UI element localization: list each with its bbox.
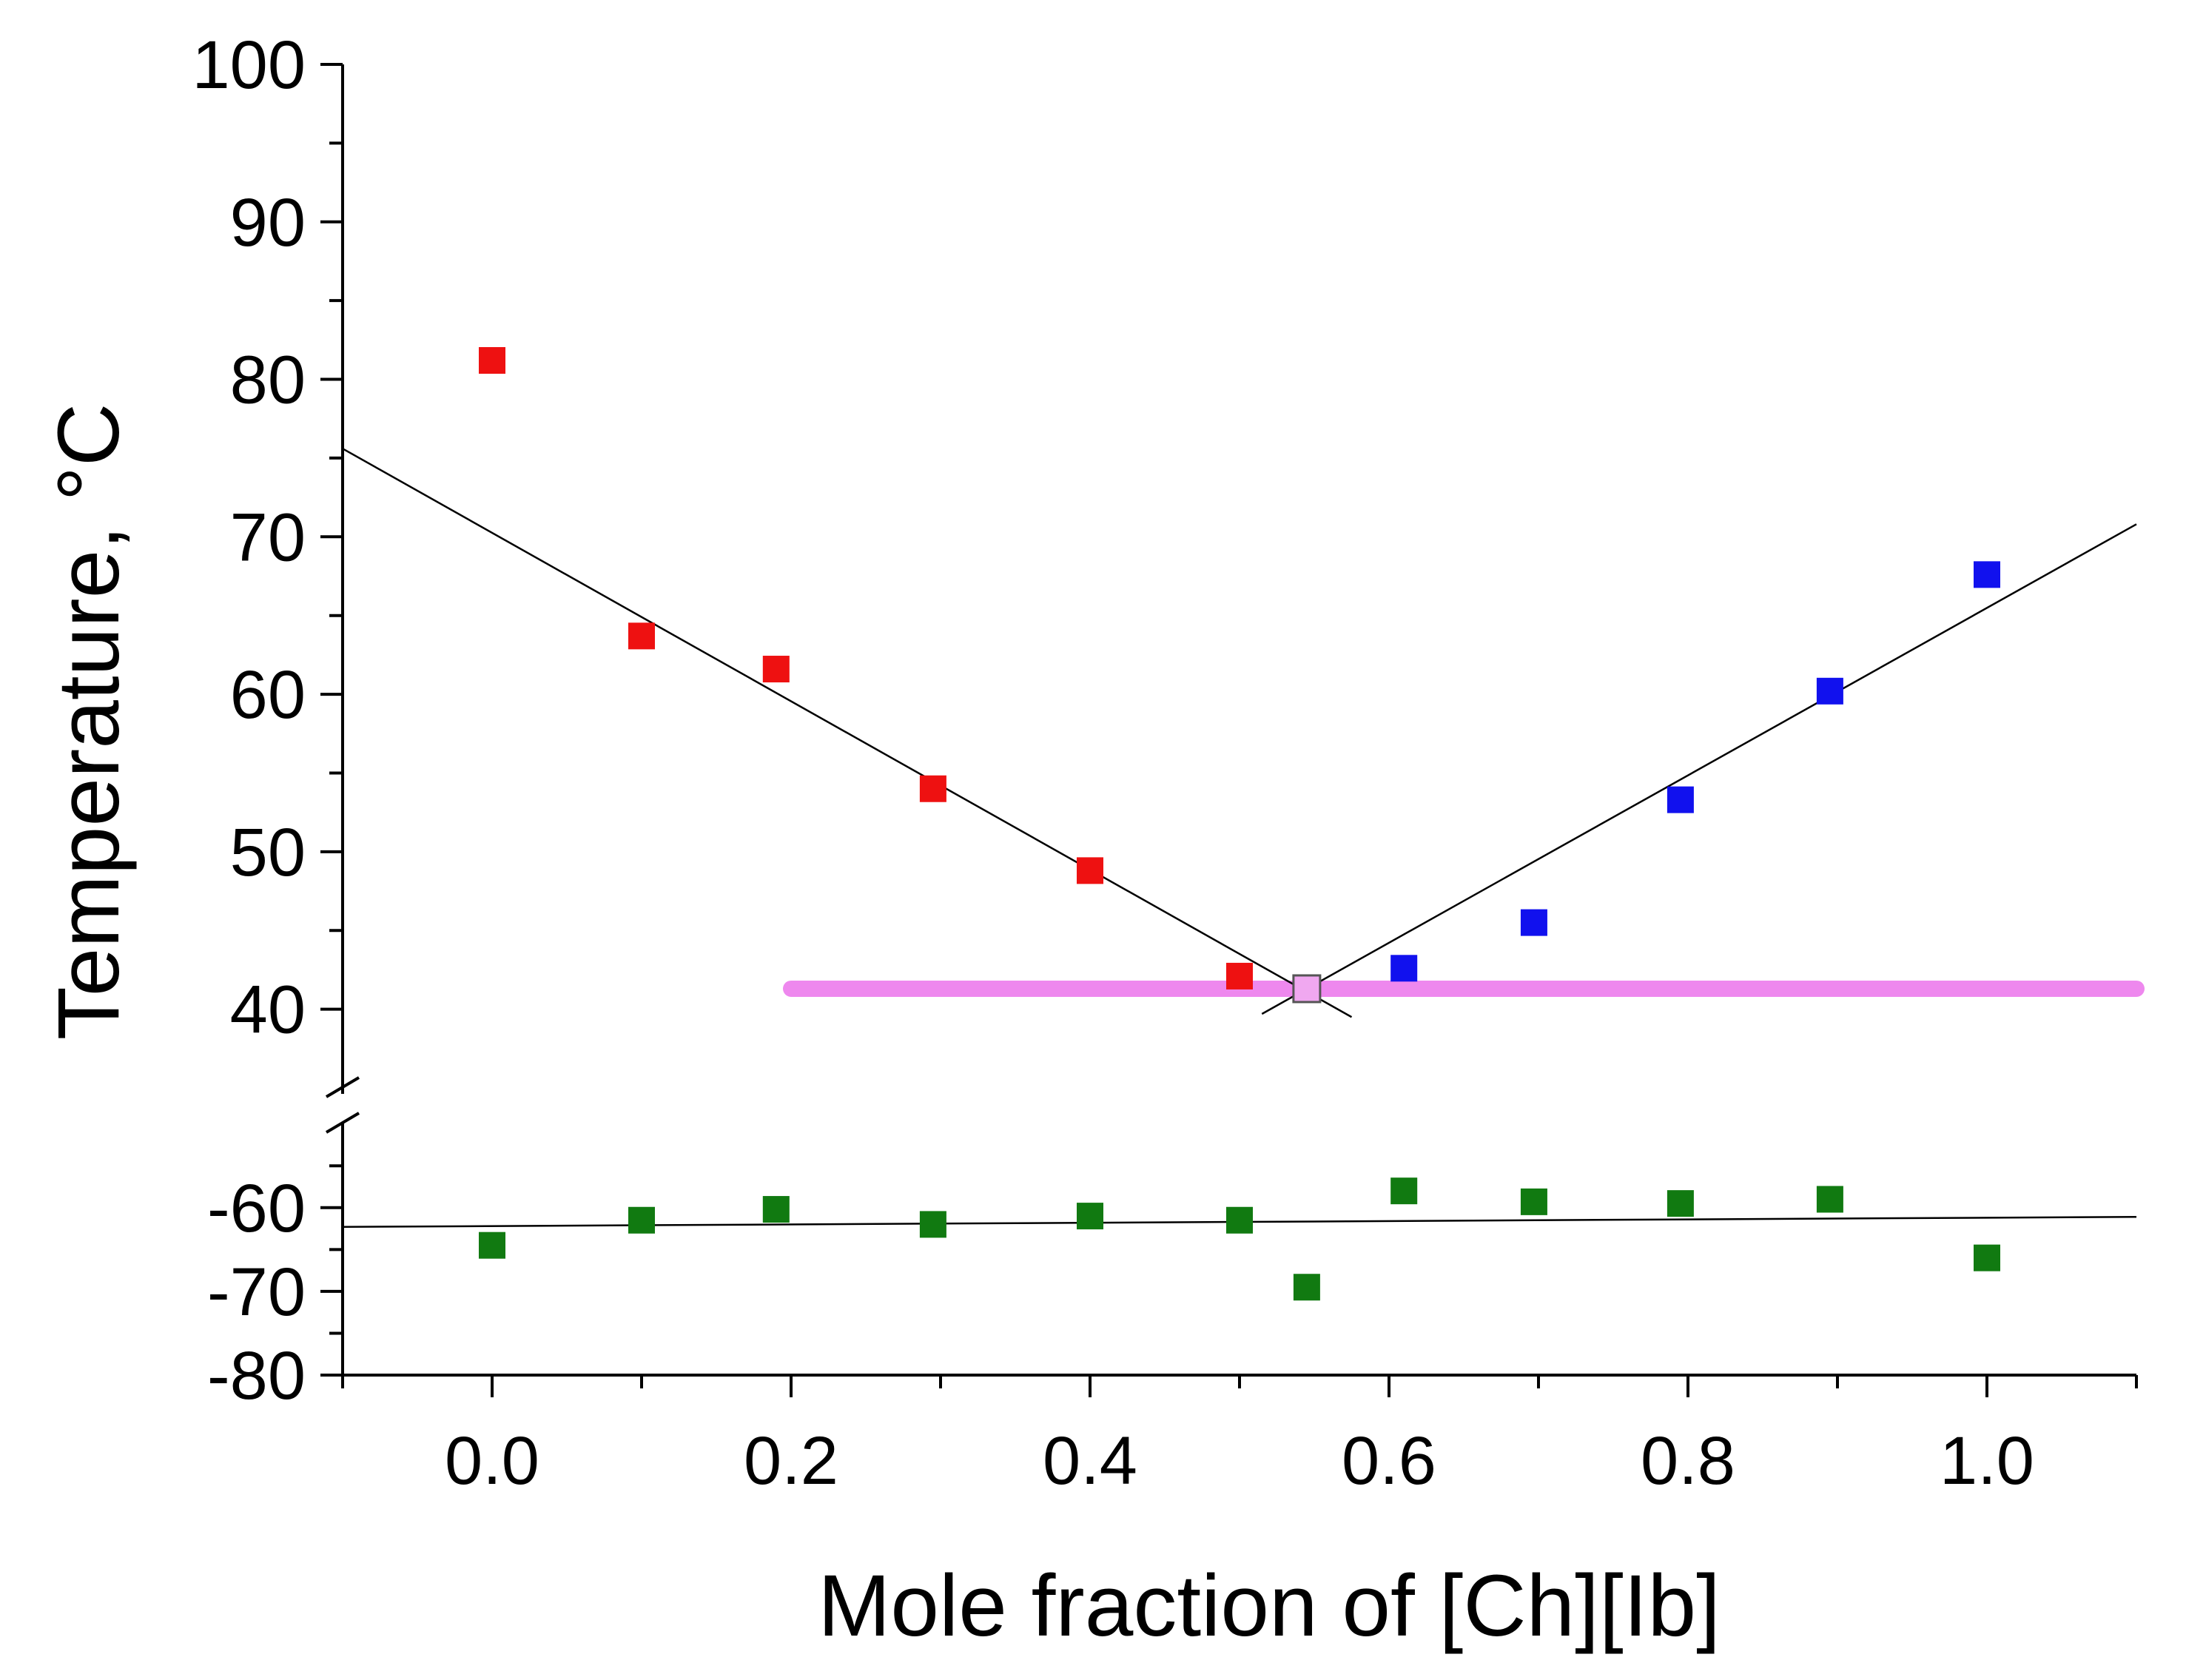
- x-tick-label: 0.6: [1342, 1423, 1436, 1499]
- glass-transition-marker: [919, 1211, 946, 1238]
- liquidus-left-marker: [1226, 962, 1253, 989]
- x-tick-label: 0.2: [744, 1423, 838, 1499]
- y-tick-label: 50: [230, 815, 306, 890]
- liquidus-right-marker: [1816, 677, 1843, 705]
- fit-left-line: [342, 448, 1353, 1018]
- glass-transition-marker: [762, 1196, 790, 1223]
- y-tick-label: -70: [207, 1254, 306, 1330]
- liquidus-right-marker: [1520, 909, 1547, 936]
- glass-transition-marker: [628, 1206, 655, 1234]
- axes: [325, 64, 2136, 1377]
- y-tick-label: 100: [192, 27, 306, 103]
- liquidus-left-marker: [1077, 857, 1103, 884]
- y-tick-label: 70: [230, 500, 306, 575]
- y-tick-label: -80: [207, 1338, 306, 1414]
- y-tick-label: 80: [230, 343, 306, 418]
- axis-break-mark: [325, 1112, 360, 1134]
- liquidus-right-marker: [1667, 786, 1694, 813]
- liquidus-right-marker: [1390, 955, 1418, 982]
- glass-transition-marker: [1390, 1177, 1418, 1205]
- glass-transition-marker: [1226, 1206, 1253, 1234]
- y-tick-label: -60: [207, 1171, 306, 1246]
- liquidus-left-marker: [762, 656, 790, 683]
- data-markers: [479, 347, 2000, 1301]
- eutectic-point-marker: [1292, 974, 1322, 1004]
- liquidus-left-marker: [919, 775, 946, 802]
- glass-transition-marker: [1974, 1244, 2000, 1271]
- y-tick-label: 90: [230, 185, 306, 261]
- y-tick-label: 60: [230, 657, 306, 733]
- x-axis-title: Mole fraction of [Ch][Ib]: [818, 1557, 1721, 1655]
- x-tick-label: 0.4: [1043, 1423, 1137, 1499]
- x-tick-label: 1.0: [1940, 1423, 2034, 1499]
- liquidus-right-marker: [1974, 561, 2000, 588]
- fit-right-line: [1261, 523, 2137, 1015]
- glass-transition-marker: [1667, 1190, 1694, 1217]
- reference-lines: [342, 448, 2145, 1229]
- glass-transition-marker: [479, 1232, 505, 1259]
- ticks: [320, 63, 2138, 1397]
- y-axis-title: Temperature, °C: [40, 403, 138, 1040]
- tick-labels: 40 50 60 70 80 90 100 -60 -70 -80 0.0 0.2 0.4 0.6 0.8 1…: [192, 27, 2034, 1499]
- axis-break-mark: [325, 1076, 360, 1098]
- x-tick-label: 0.8: [1641, 1423, 1735, 1499]
- glass-transition-marker: [1077, 1203, 1103, 1230]
- liquidus-left-marker: [479, 347, 505, 374]
- x-tick-label: 0.0: [445, 1423, 539, 1499]
- y-tick-label: 40: [230, 972, 306, 1048]
- glass-transition-marker: [1520, 1188, 1547, 1215]
- liquidus-left-marker: [628, 622, 655, 650]
- glass-transition-marker: [1816, 1186, 1843, 1213]
- glass-transition-marker: [1293, 1274, 1320, 1301]
